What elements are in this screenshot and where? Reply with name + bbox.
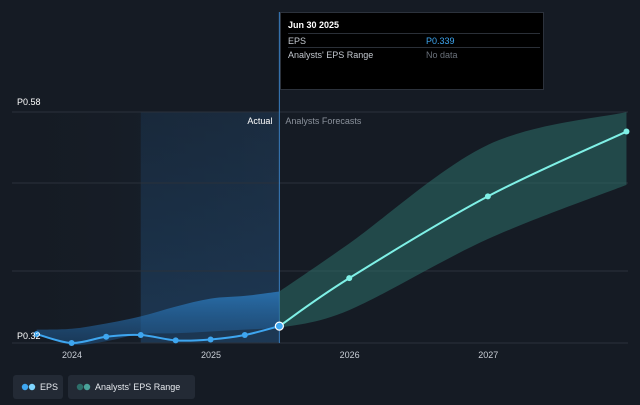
eps-point bbox=[68, 340, 75, 346]
eps-point bbox=[274, 321, 284, 331]
tooltip: Jun 30 2025 EPS P0.339 Analysts' EPS Ran… bbox=[280, 12, 544, 90]
tooltip-range-label: Analysts' EPS Range bbox=[288, 50, 374, 60]
eps-point bbox=[103, 333, 110, 340]
legend-range-label: Analysts' EPS Range bbox=[95, 382, 181, 392]
eps-point bbox=[484, 193, 491, 200]
eps-point bbox=[137, 332, 144, 339]
tooltip-eps-label: EPS bbox=[288, 36, 307, 46]
eps-point bbox=[207, 336, 214, 343]
actual-range-band bbox=[36, 291, 280, 346]
tooltip-range-value: No data bbox=[426, 50, 458, 60]
tooltip-title: Jun 30 2025 bbox=[288, 20, 340, 30]
y-label-top: P0.58 bbox=[17, 97, 41, 107]
actual-label: Actual bbox=[247, 116, 272, 126]
x-tick-label: 2024 bbox=[62, 350, 82, 360]
eps-point bbox=[623, 128, 630, 135]
eps-chart: P0.58 P0.32 Actual Analysts Forecasts 2024 20… bbox=[0, 12, 630, 360]
legend-item-eps[interactable]: EPS bbox=[13, 375, 63, 399]
x-tick-label: 2026 bbox=[340, 350, 360, 360]
tooltip-row-eps: EPS P0.339 bbox=[288, 33, 540, 48]
eps-point bbox=[33, 331, 40, 338]
y-label-bottom: P0.32 bbox=[17, 331, 41, 341]
forecast-range-band bbox=[279, 112, 627, 328]
tooltip-row-range: Analysts' EPS Range No data bbox=[288, 47, 540, 62]
x-tick-label: 2027 bbox=[478, 350, 498, 360]
eps-swatch-icon bbox=[21, 383, 36, 391]
legend-eps-label: EPS bbox=[40, 382, 59, 392]
eps-line-forecast bbox=[278, 130, 627, 327]
forecast-label: Analysts Forecasts bbox=[285, 116, 362, 126]
eps-point bbox=[241, 332, 248, 339]
tooltip-eps-value: P0.339 bbox=[426, 36, 455, 46]
eps-point bbox=[346, 275, 353, 282]
x-tick-label: 2025 bbox=[201, 350, 221, 360]
eps-point bbox=[172, 337, 179, 344]
range-swatch-icon bbox=[76, 383, 91, 391]
legend-item-range[interactable]: Analysts' EPS Range bbox=[68, 375, 195, 399]
